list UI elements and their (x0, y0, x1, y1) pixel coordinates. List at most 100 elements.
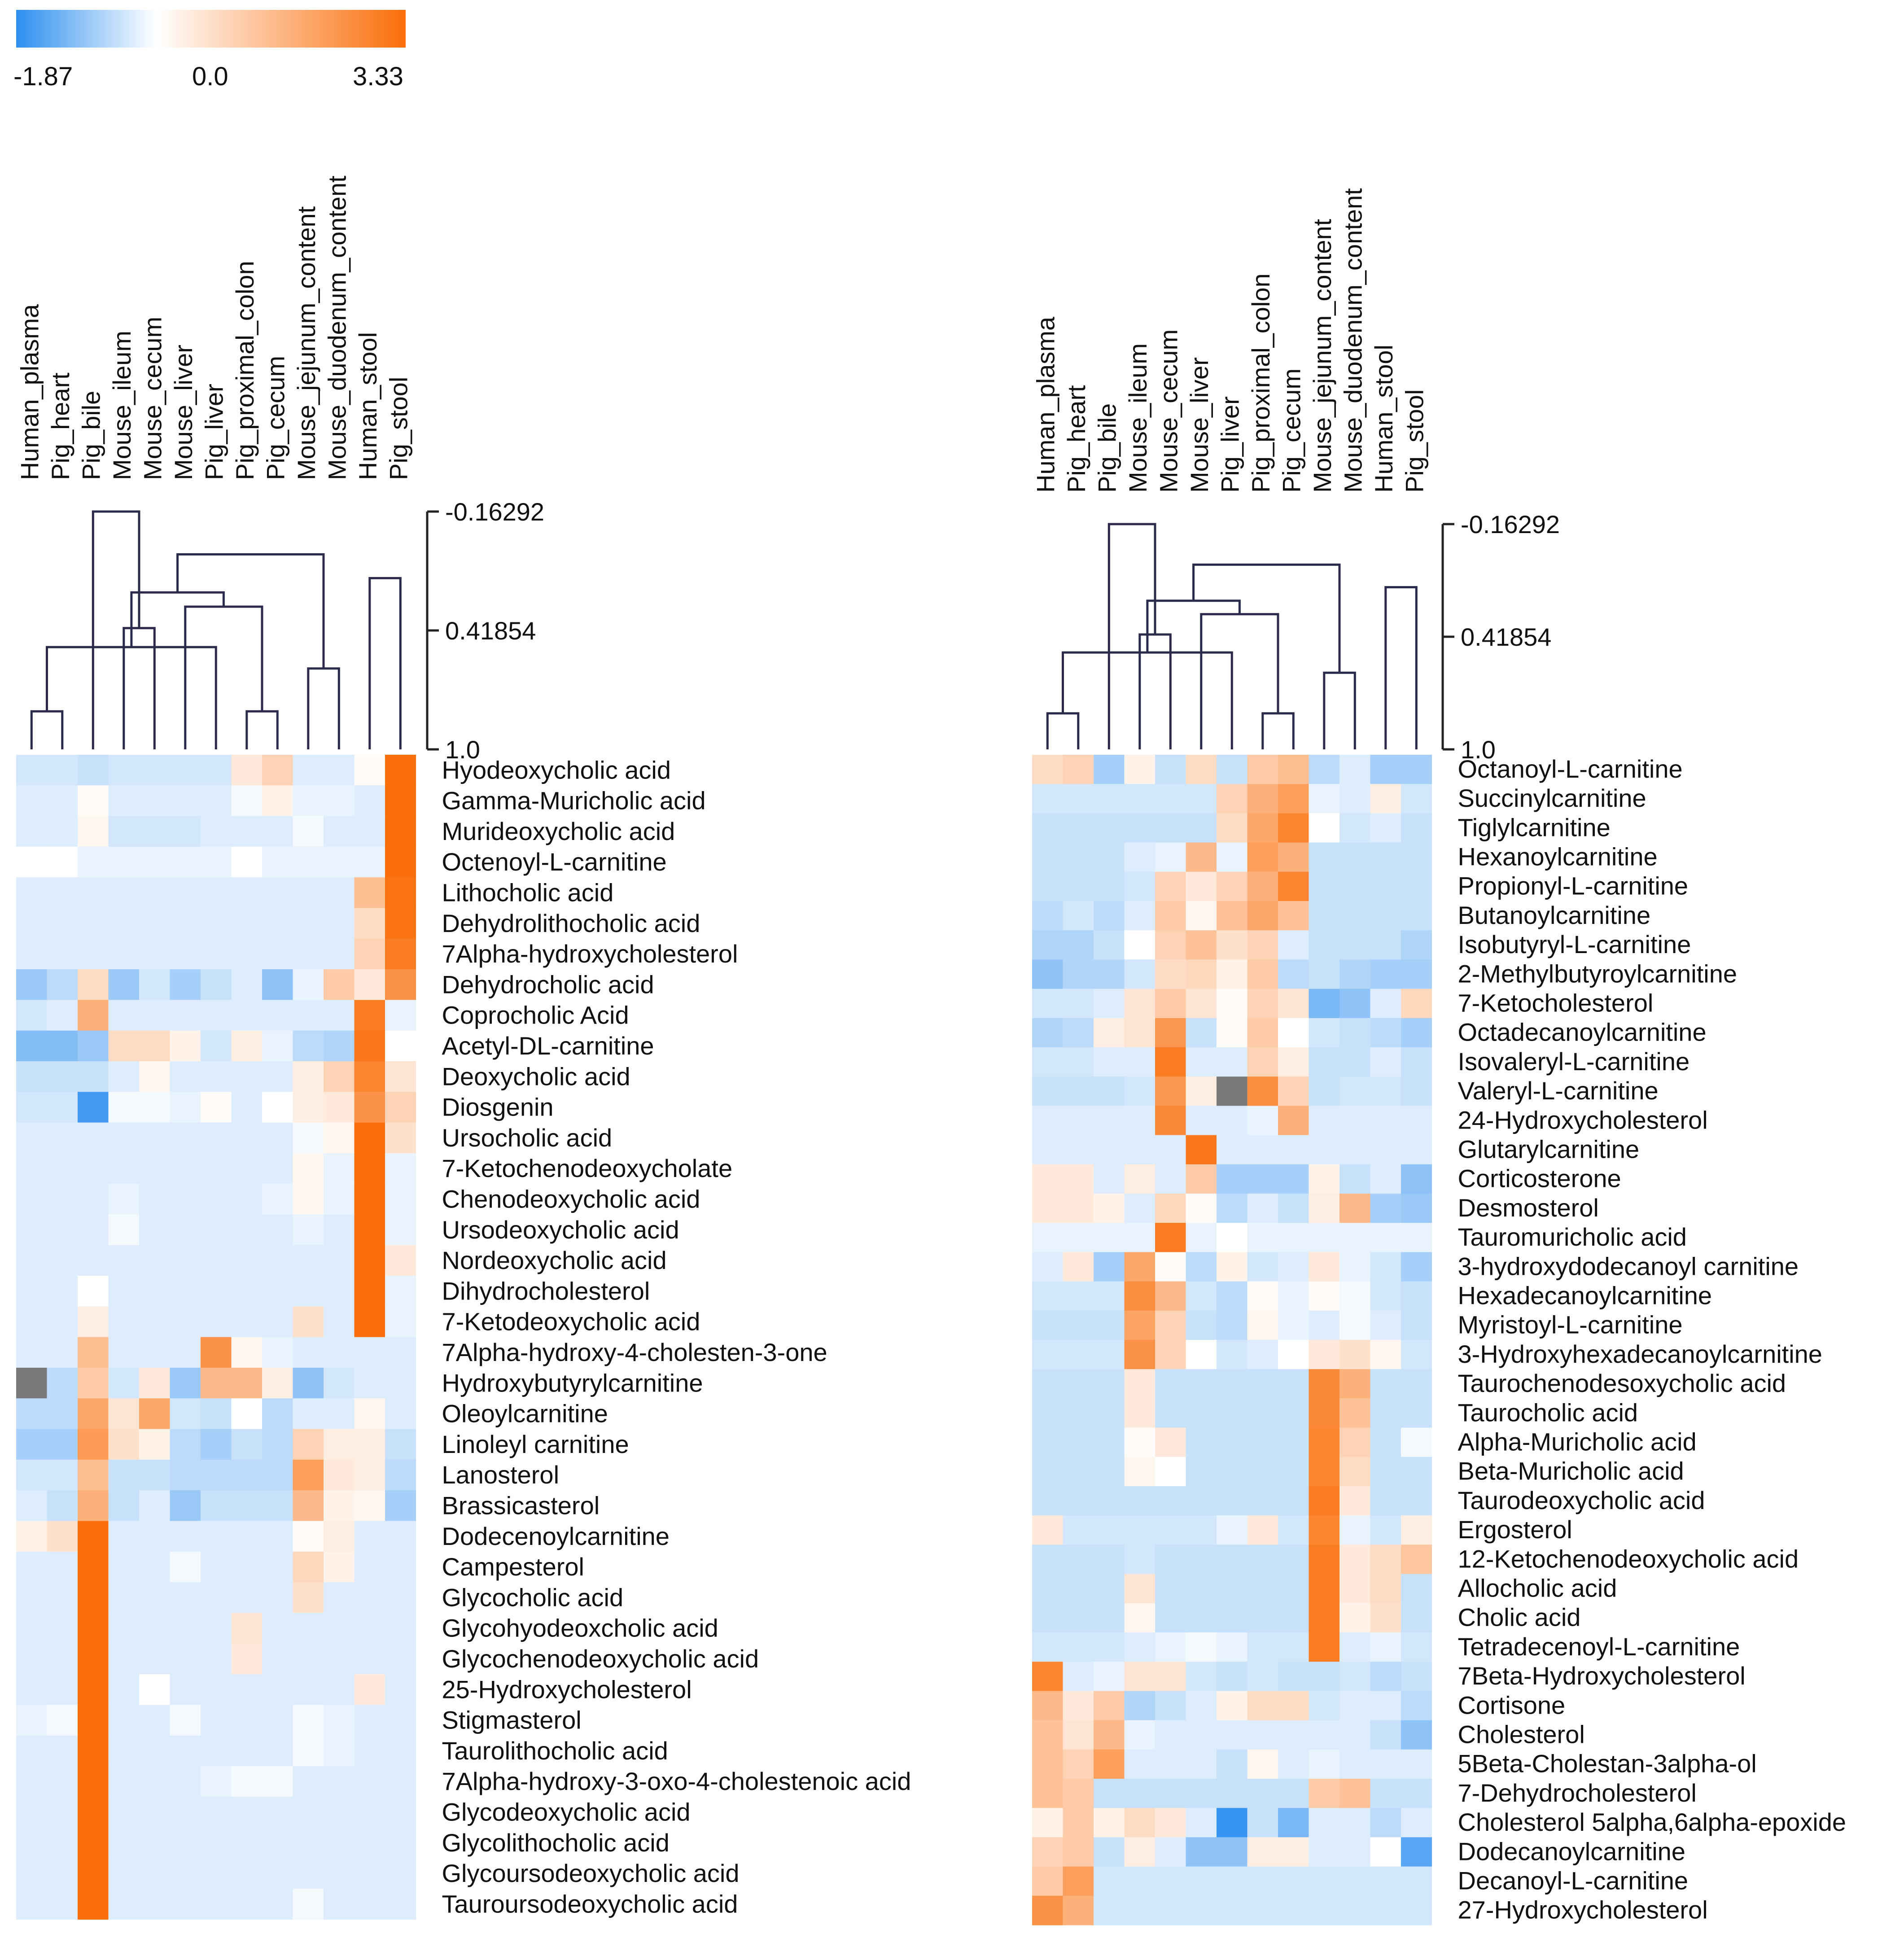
heatmap-cell (1370, 871, 1401, 901)
heatmap-cell (1370, 1281, 1401, 1311)
heatmap-cell (293, 1827, 324, 1859)
heatmap-cell (1094, 871, 1125, 901)
heatmap-cell (293, 1184, 324, 1215)
heatmap-cell (1401, 1281, 1432, 1311)
heatmap-cell (16, 1030, 48, 1062)
heatmap-cell (1155, 1281, 1186, 1311)
heatmap-cell (1247, 1837, 1278, 1867)
heatmap-cell (1247, 1632, 1278, 1662)
heatmap-cell (1063, 1662, 1094, 1691)
heatmap-cell (231, 1490, 263, 1522)
heatmap-cell (262, 969, 293, 1000)
column-label: Pig_heart (46, 372, 74, 480)
heatmap-cell (293, 1153, 324, 1184)
heatmap-cell (1401, 1808, 1432, 1838)
heatmap-cell (1339, 1164, 1371, 1194)
heatmap-cell (108, 1582, 140, 1613)
heatmap-cell (354, 1306, 385, 1338)
heatmap-cell (1217, 1895, 1248, 1925)
heatmap-cell (1339, 1369, 1371, 1399)
heatmap-cell (1339, 1457, 1371, 1487)
heatmap-cell (231, 1000, 263, 1031)
heatmap-cell (324, 1490, 355, 1522)
heatmap-cell (1155, 1427, 1186, 1457)
heatmap-cell (201, 1490, 232, 1522)
heatmap-cell (324, 1613, 355, 1644)
heatmap-cell (47, 1705, 78, 1736)
heatmap-cell (385, 1276, 416, 1307)
heatmap-cell (324, 1429, 355, 1460)
dendrogram-branch (1046, 712, 1080, 749)
row-label: Murideoxycholic acid (442, 817, 675, 845)
heatmap-cell (1186, 1895, 1217, 1925)
row-label: Dehydrolithocholic acid (442, 909, 700, 937)
row-label: Cholic acid (1458, 1603, 1581, 1632)
heatmap-cell (1155, 1662, 1186, 1691)
heatmap-cell (324, 1582, 355, 1613)
heatmap-cell (262, 1184, 293, 1215)
heatmap-cell (1247, 1340, 1278, 1369)
heatmap-cell (1401, 1018, 1432, 1048)
heatmap-cell (1032, 842, 1064, 872)
heatmap-cell (1032, 1310, 1064, 1340)
heatmap-cell (47, 785, 78, 817)
heatmap-cell (1278, 1427, 1309, 1457)
heatmap-cell (1309, 901, 1340, 931)
heatmap-cell (1278, 1515, 1309, 1545)
heatmap-cell (354, 908, 385, 939)
heatmap-cell (16, 1797, 48, 1828)
row-label: Succinylcarnitine (1458, 784, 1646, 812)
heatmap-cell (201, 1245, 232, 1276)
heatmap-cell (385, 1797, 416, 1828)
heatmap-cell (201, 1153, 232, 1184)
heatmap-cell (1401, 1544, 1432, 1575)
heatmap-cell (354, 877, 385, 909)
heatmap-cell (1217, 1486, 1248, 1516)
dendrogram-branch (130, 591, 225, 648)
heatmap-cell (1186, 1749, 1217, 1779)
heatmap-cell (354, 1490, 385, 1522)
row-label: 12-Ketochenodeoxycholic acid (1458, 1544, 1799, 1573)
heatmap-cell (170, 1122, 201, 1154)
heatmap-cell (1370, 1106, 1401, 1136)
heatmap-cell (385, 1490, 416, 1522)
heatmap-cell (262, 846, 293, 878)
heatmap-cell (324, 1030, 355, 1062)
heatmap-cell (1247, 1164, 1278, 1194)
heatmap-cell (16, 1092, 48, 1123)
heatmap-cell (231, 1368, 263, 1399)
heatmap-cell (16, 785, 48, 817)
heatmap-cell (1094, 1398, 1125, 1428)
heatmap-cell (1278, 930, 1309, 960)
heatmap-cell (293, 1122, 324, 1154)
heatmap-cell (139, 1490, 171, 1522)
heatmap-cell (201, 1429, 232, 1460)
heatmap-cell (78, 1490, 109, 1522)
heatmap-cell (1186, 1457, 1217, 1487)
heatmap-cell (1186, 1632, 1217, 1662)
heatmap-cell (1032, 1691, 1064, 1721)
heatmap-cell (1278, 1369, 1309, 1399)
heatmap-cell (108, 785, 140, 817)
heatmap-cell (1247, 813, 1278, 843)
heatmap-cell (1063, 1837, 1094, 1867)
heatmap-cell (1094, 1369, 1125, 1399)
column-dendrogram (30, 510, 402, 749)
row-label: 7Alpha-hydroxy-4-cholesten-3-one (442, 1338, 827, 1366)
heatmap-cell (1063, 1018, 1094, 1048)
heatmap-cell (354, 785, 385, 817)
heatmap-cell (1401, 1135, 1432, 1165)
heatmap-cell (170, 1521, 201, 1552)
heatmap-cell (1247, 1457, 1278, 1487)
heatmap-cell (1401, 1895, 1432, 1925)
heatmap-cell (385, 1582, 416, 1613)
heatmap-cell (231, 1674, 263, 1705)
heatmap-cell (108, 1827, 140, 1859)
heatmap-cell (1217, 1632, 1248, 1662)
heatmap-cell (1217, 1106, 1248, 1136)
heatmap-cell (139, 1705, 171, 1736)
heatmap-cell (47, 969, 78, 1000)
heatmap-cell (1032, 784, 1064, 814)
heatmap-cell (293, 1674, 324, 1705)
heatmap-cell (354, 1889, 385, 1920)
